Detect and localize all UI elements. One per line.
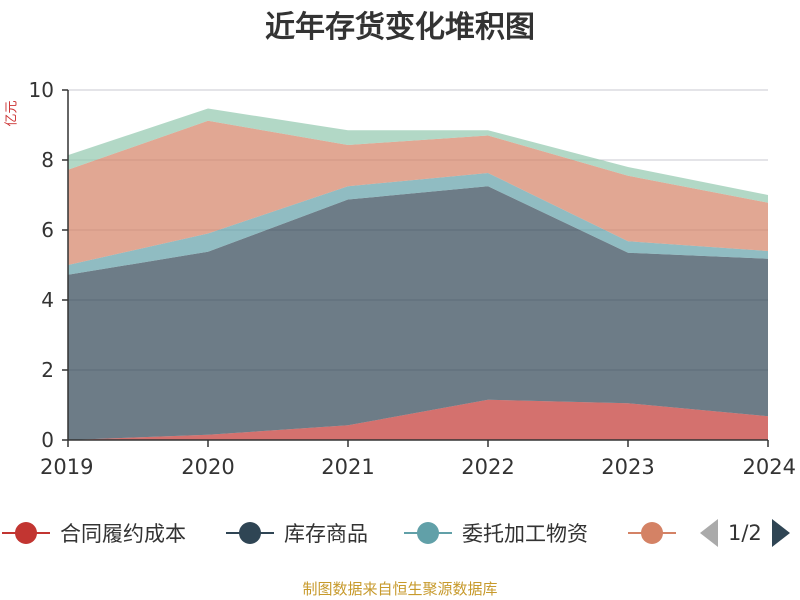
y-tick-label-5: 10 bbox=[29, 78, 54, 102]
area-series-3[interactable] bbox=[68, 120, 768, 265]
area-series-0[interactable] bbox=[68, 399, 768, 440]
legend-page-indicator: 1/2 bbox=[728, 521, 762, 545]
legend-pager: 1/2 bbox=[700, 515, 790, 551]
area-series-1[interactable] bbox=[68, 186, 768, 440]
y-tick-label-3: 6 bbox=[41, 218, 54, 242]
x-tick-label-2023: 2023 bbox=[601, 455, 654, 479]
x-tick-label-2020: 2020 bbox=[181, 455, 234, 479]
legend-item-contract-cost[interactable]: 合同履约成本 bbox=[2, 515, 186, 551]
x-tick-label-2024: 2024 bbox=[743, 455, 796, 479]
legend-item-consigned-processing[interactable]: 委托加工物资 bbox=[404, 515, 588, 551]
legend-marker-series-4 bbox=[628, 521, 676, 545]
triangle-left-icon[interactable] bbox=[700, 519, 718, 547]
legend-marker-consigned-processing bbox=[404, 521, 452, 545]
triangle-right-icon[interactable] bbox=[771, 519, 790, 547]
y-tick-label-1: 2 bbox=[41, 358, 54, 382]
chart-title: 近年存货变化堆积图 bbox=[265, 10, 535, 45]
x-tick-label-2021: 2021 bbox=[321, 455, 374, 479]
x-tick-label-2022: 2022 bbox=[461, 455, 514, 479]
legend-item-inventory-goods[interactable]: 库存商品 bbox=[226, 515, 368, 551]
legend-label-consigned-processing: 委托加工物资 bbox=[462, 522, 588, 546]
legend-marker-inventory-goods bbox=[226, 521, 274, 545]
source-note: 制图数据来自恒生聚源数据库 bbox=[302, 580, 498, 598]
y-tick-label-2: 4 bbox=[41, 288, 54, 312]
legend-marker-contract-cost bbox=[2, 521, 50, 545]
legend: 合同履约成本 库存商品 委托加工物资 bbox=[0, 515, 800, 551]
legend-label-inventory-goods: 库存商品 bbox=[284, 522, 368, 546]
y-tick-label-4: 8 bbox=[41, 148, 54, 172]
legend-item-series-4[interactable] bbox=[628, 515, 686, 551]
x-tick-label-2019: 2019 bbox=[40, 455, 93, 479]
legend-label-contract-cost: 合同履约成本 bbox=[60, 522, 186, 546]
y-tick-label-0: 0 bbox=[41, 428, 54, 452]
